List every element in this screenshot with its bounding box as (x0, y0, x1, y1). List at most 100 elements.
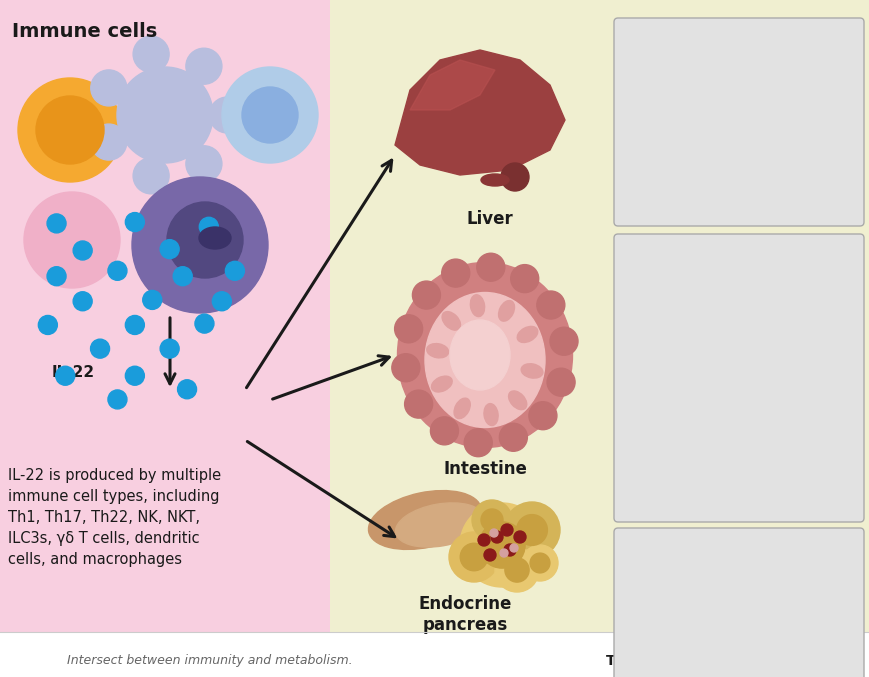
Bar (0, 632, 869, 677)
Ellipse shape (454, 398, 470, 418)
Circle shape (460, 503, 543, 587)
Circle shape (160, 339, 179, 358)
Ellipse shape (431, 376, 452, 392)
Ellipse shape (427, 343, 448, 358)
Circle shape (90, 339, 109, 358)
Circle shape (186, 48, 222, 84)
Circle shape (116, 67, 213, 163)
Circle shape (167, 202, 242, 278)
Text: Trends in Molecular Medicine: Trends in Molecular Medicine (605, 654, 833, 668)
Circle shape (47, 214, 66, 233)
Circle shape (536, 291, 564, 319)
Circle shape (549, 327, 577, 355)
Ellipse shape (483, 403, 498, 426)
Circle shape (500, 549, 507, 557)
Circle shape (472, 500, 512, 540)
Circle shape (478, 522, 525, 568)
Circle shape (460, 543, 488, 571)
Text: Intersect between immunity and metabolism.: Intersect between immunity and metabolis… (67, 654, 353, 667)
Circle shape (391, 353, 420, 382)
Text: •  Maintains
    intestinal barrier
    integrity
•  Reduces free fatty
    acid: • Maintains intestinal barrier integrity… (631, 250, 773, 433)
Circle shape (516, 515, 547, 546)
Ellipse shape (470, 294, 484, 317)
Circle shape (209, 97, 245, 133)
Bar (0, 0, 329, 632)
Ellipse shape (498, 301, 514, 321)
Circle shape (125, 315, 144, 334)
Polygon shape (395, 50, 564, 175)
Ellipse shape (199, 227, 231, 249)
Circle shape (501, 163, 528, 191)
Text: IL-22: IL-22 (52, 365, 95, 380)
Circle shape (499, 423, 527, 452)
Circle shape (501, 524, 513, 536)
FancyBboxPatch shape (614, 234, 863, 522)
Circle shape (24, 192, 120, 288)
Circle shape (222, 67, 318, 163)
Circle shape (430, 417, 458, 445)
Circle shape (56, 366, 75, 385)
Text: IL-22 is produced by multiple
immune cell types, including
Th1, Th17, Th22, NK, : IL-22 is produced by multiple immune cel… (8, 468, 221, 567)
Ellipse shape (481, 174, 508, 186)
Polygon shape (409, 60, 494, 110)
Circle shape (448, 532, 499, 582)
Circle shape (125, 213, 144, 232)
Circle shape (483, 549, 495, 561)
Circle shape (133, 158, 169, 194)
Circle shape (160, 240, 179, 259)
Circle shape (73, 241, 92, 260)
Circle shape (90, 70, 127, 106)
Text: Endocrine
pancreas: Endocrine pancreas (418, 595, 511, 634)
Ellipse shape (368, 491, 481, 550)
Circle shape (529, 553, 549, 573)
Ellipse shape (441, 311, 460, 330)
Circle shape (521, 545, 557, 581)
Circle shape (108, 390, 127, 409)
Circle shape (47, 267, 66, 286)
Circle shape (509, 544, 517, 552)
Circle shape (73, 292, 92, 311)
Circle shape (225, 261, 244, 280)
Circle shape (504, 558, 528, 582)
Circle shape (108, 261, 127, 280)
FancyBboxPatch shape (614, 528, 863, 677)
Circle shape (395, 315, 422, 343)
Circle shape (547, 368, 574, 396)
Circle shape (404, 390, 432, 418)
Circle shape (441, 259, 469, 287)
Text: •  Regulates hepatic
    lipid and glucose
    metabolism
•  Improves hepatic
  : • Regulates hepatic lipid and glucose me… (631, 34, 767, 115)
Circle shape (489, 529, 497, 537)
Circle shape (481, 509, 502, 531)
Circle shape (476, 253, 504, 281)
Circle shape (18, 78, 122, 182)
Circle shape (503, 502, 560, 558)
Circle shape (494, 548, 539, 592)
Circle shape (133, 36, 169, 72)
Ellipse shape (449, 320, 509, 390)
Circle shape (177, 380, 196, 399)
Circle shape (212, 292, 231, 311)
Circle shape (514, 531, 526, 543)
Circle shape (528, 401, 556, 430)
Circle shape (242, 87, 298, 143)
Text: Immune cells: Immune cells (12, 22, 157, 41)
Ellipse shape (397, 263, 572, 447)
FancyBboxPatch shape (614, 18, 863, 226)
Text: Liver: Liver (466, 210, 513, 228)
Circle shape (173, 267, 192, 286)
Text: •  Improves insulin
    secretion quality
    and quantity
•  Promotes islet cel: • Improves insulin secretion quality and… (631, 544, 770, 642)
Circle shape (503, 544, 515, 556)
Circle shape (464, 429, 492, 457)
Circle shape (125, 366, 144, 385)
Circle shape (132, 177, 268, 313)
Circle shape (490, 531, 502, 543)
Ellipse shape (521, 364, 542, 378)
Ellipse shape (395, 503, 484, 547)
Circle shape (90, 124, 127, 160)
Bar (329, 0, 869, 632)
Ellipse shape (425, 292, 544, 427)
Circle shape (186, 146, 222, 182)
Ellipse shape (508, 391, 526, 410)
Circle shape (477, 534, 489, 546)
Circle shape (412, 281, 440, 309)
